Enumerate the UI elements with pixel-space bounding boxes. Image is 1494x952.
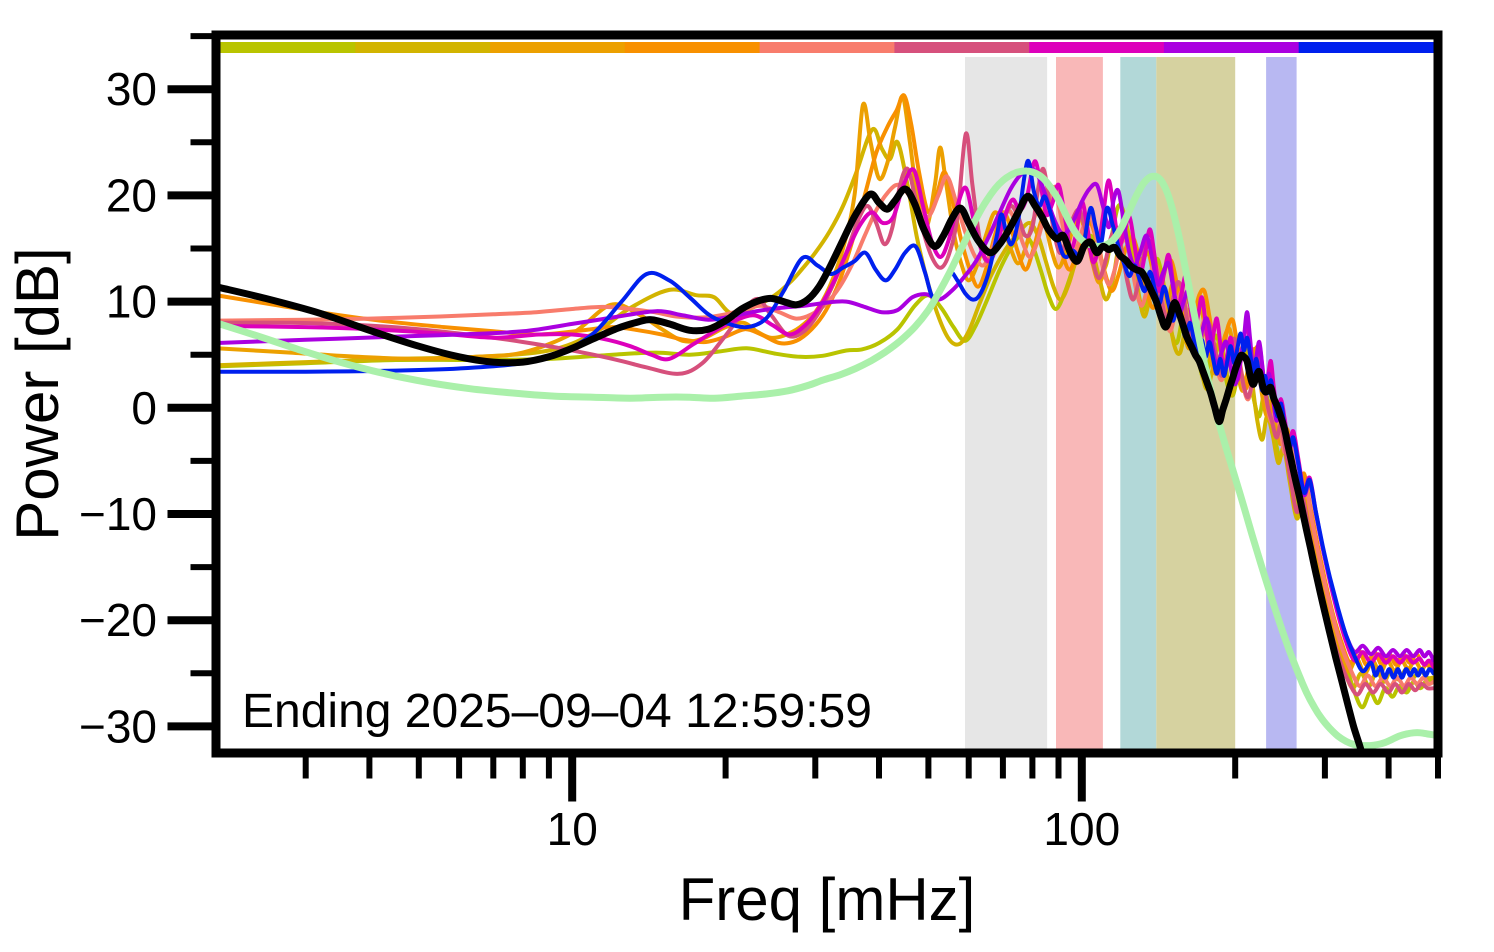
curve-orange xyxy=(220,93,1434,674)
y-tick-label: −10 xyxy=(79,488,157,540)
x-tick-label: 100 xyxy=(1043,803,1120,855)
y-tick-label: −30 xyxy=(79,700,157,752)
curve-blue xyxy=(220,158,1434,680)
colorbar-segment-8 xyxy=(1163,42,1300,53)
colorbar-segment-5 xyxy=(759,42,895,53)
band-pink xyxy=(1056,57,1103,749)
frequency-bands-layer xyxy=(965,57,1297,749)
axes-layer xyxy=(167,30,1443,802)
x-axis-title: Freq [mHz] xyxy=(679,866,976,933)
curve-black-mean xyxy=(220,185,1365,749)
y-tick-label: 20 xyxy=(106,169,157,221)
y-axis-title: Power [dB] xyxy=(4,247,71,540)
y-tick-label: 30 xyxy=(106,63,157,115)
colorbar-segment-7 xyxy=(1029,42,1165,53)
colorbar-segment-1 xyxy=(220,42,356,53)
plot-frame xyxy=(211,30,1443,758)
curve-gold xyxy=(220,126,1434,691)
curve-salmon xyxy=(220,174,1434,689)
band-teal xyxy=(1120,57,1157,749)
colorbar-segment-3 xyxy=(490,42,626,53)
colorbar-segment-9 xyxy=(1298,42,1434,53)
colorbar-segment-2 xyxy=(355,42,491,53)
spectra-curves-layer xyxy=(220,93,1434,749)
curve-rose xyxy=(220,131,1434,697)
y-tick-label: 10 xyxy=(106,276,157,328)
ending-timestamp-annotation: Ending 2025–09–04 12:59:59 xyxy=(242,685,872,738)
y-tick-label: 0 xyxy=(131,382,157,434)
x-tick-label: 10 xyxy=(547,803,598,855)
time-colorbar-strip xyxy=(220,42,1434,53)
colorbar-segment-6 xyxy=(894,42,1030,53)
colorbar-segment-4 xyxy=(624,42,761,53)
curve-pale-green xyxy=(220,167,1434,749)
y-tick-label: −20 xyxy=(79,594,157,646)
